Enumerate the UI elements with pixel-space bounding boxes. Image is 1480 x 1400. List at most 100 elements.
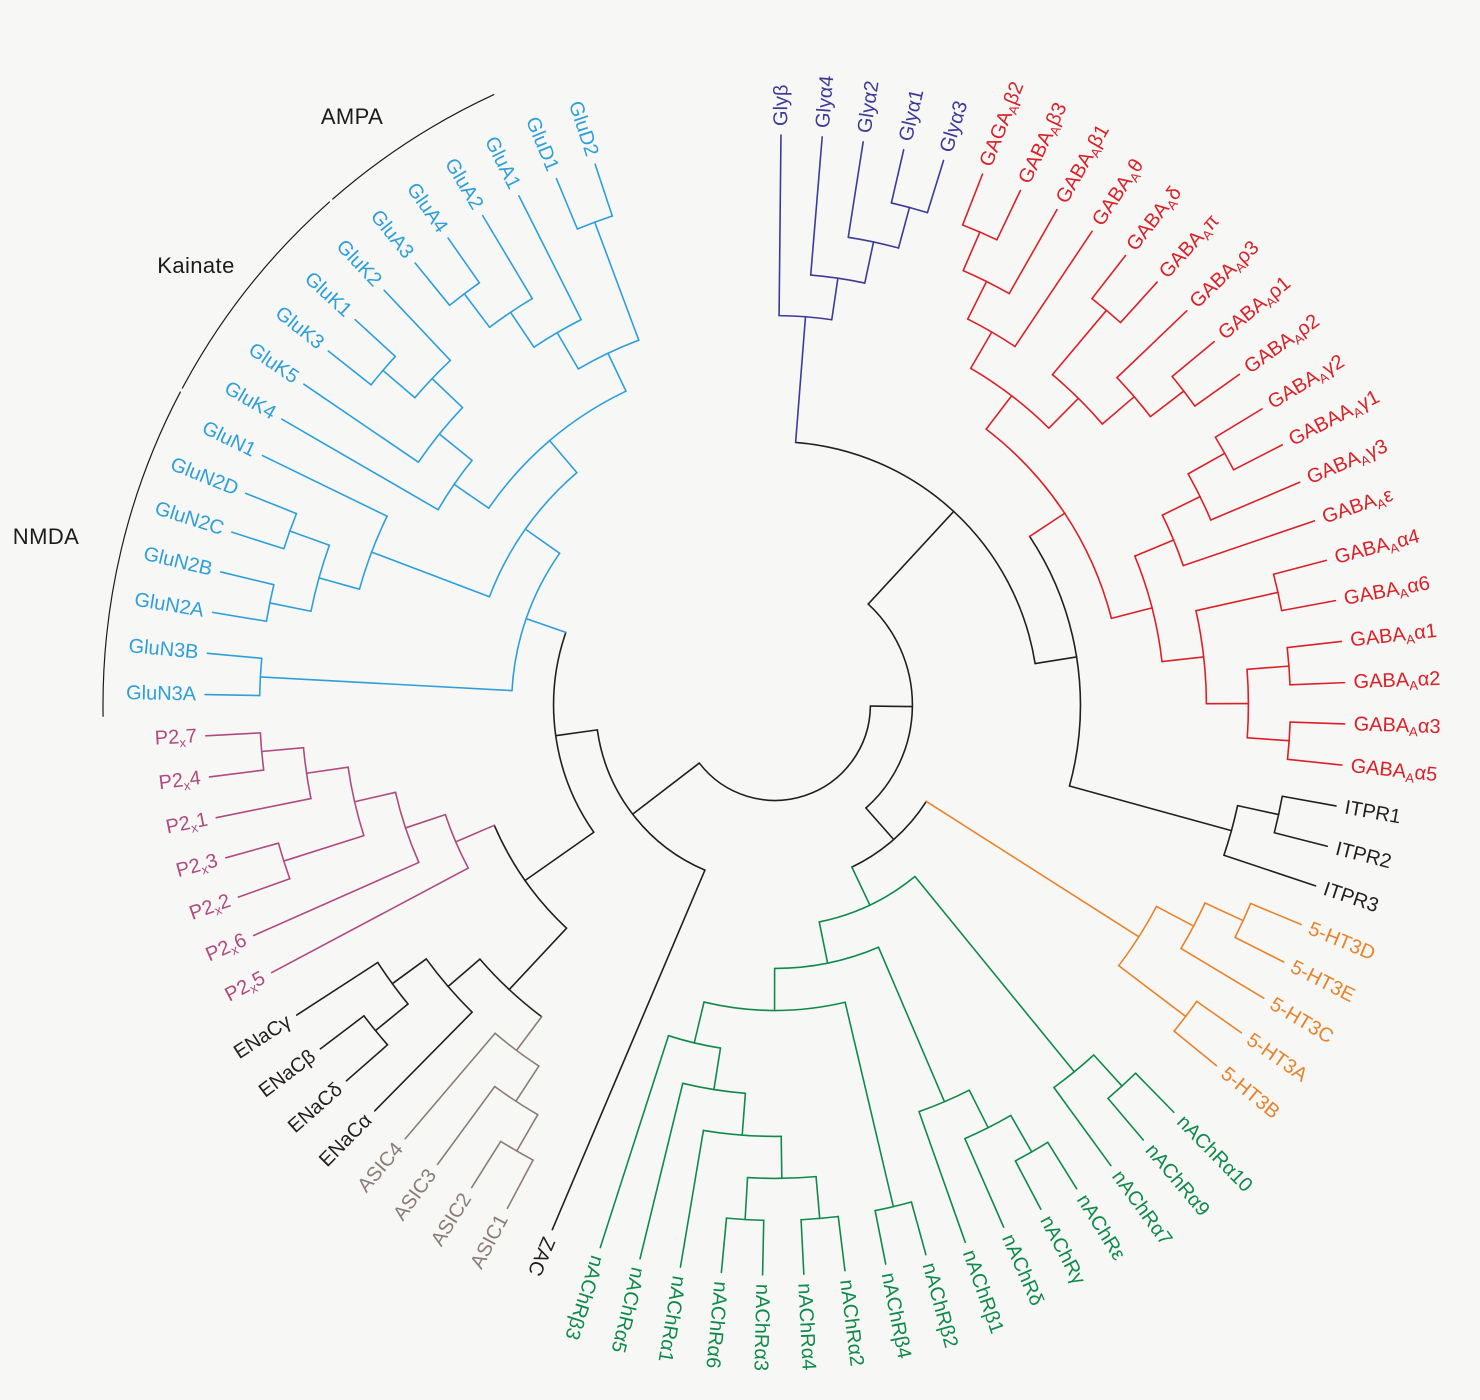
- branch: [382, 369, 416, 399]
- branch: [897, 206, 911, 249]
- branch: [506, 1159, 534, 1210]
- node-arc: [1134, 555, 1163, 663]
- leaf-label-GluN2D: GluN2D: [167, 453, 241, 500]
- branch: [925, 800, 1140, 938]
- branch: [1286, 758, 1343, 766]
- node-arc: [493, 1085, 539, 1116]
- leaf-label-nAChRα1: nAChRα1: [654, 1274, 690, 1364]
- node-arc: [1053, 1054, 1095, 1089]
- branch: [1048, 397, 1080, 429]
- node-arc: [1195, 609, 1208, 705]
- leaf-label-GABAAα2: GABAAα2: [1353, 668, 1441, 695]
- branch: [780, 1135, 783, 1180]
- branch: [1194, 373, 1241, 407]
- branch: [985, 394, 1013, 430]
- branch: [208, 769, 265, 778]
- branch: [305, 766, 349, 775]
- branch: [969, 331, 993, 370]
- node-arc: [1171, 375, 1196, 407]
- branch: [281, 418, 439, 511]
- node-arc: [1107, 1072, 1137, 1100]
- branch: [962, 231, 981, 272]
- group-label-nmda: NMDA: [12, 524, 80, 549]
- node-arc: [511, 552, 561, 692]
- leaf-label-Glyα3: Glyα3: [936, 98, 973, 155]
- branch: [554, 729, 599, 737]
- branch: [968, 1089, 989, 1129]
- leaf-label-nAChRε: nAChRε: [1072, 1190, 1130, 1264]
- branch: [1092, 1054, 1123, 1087]
- branch: [1195, 591, 1279, 612]
- group-bracket-arc: [331, 93, 495, 200]
- branch: [800, 1218, 805, 1276]
- branch: [1117, 964, 1187, 1018]
- branch: [215, 797, 312, 819]
- leaf-label-ASIC3: ASIC3: [389, 1165, 441, 1225]
- node-arc: [851, 800, 928, 868]
- branch: [1119, 281, 1158, 324]
- node-arc: [552, 631, 595, 834]
- branch: [1161, 495, 1201, 516]
- node-arc: [425, 958, 473, 1013]
- leaf-label-GluN2A: GluN2A: [133, 589, 206, 622]
- branch: [1155, 905, 1195, 927]
- leaf-label-Glyα1: Glyα1: [895, 87, 928, 143]
- leaf-label-P2x2: P2x2: [187, 890, 235, 926]
- branch: [373, 1011, 473, 1112]
- branch: [1289, 721, 1346, 725]
- branch: [865, 807, 895, 841]
- branch: [551, 869, 706, 1231]
- node-arc: [1028, 535, 1082, 787]
- node-arc: [969, 367, 1050, 429]
- branch: [713, 1047, 722, 1091]
- branch: [761, 1219, 765, 1276]
- node-arc: [370, 355, 397, 386]
- leaf-label-nAChRβ2: nAChRβ2: [918, 1260, 962, 1350]
- leaf-label-5-HT3E: 5-HT3E: [1287, 956, 1358, 1007]
- node-arc: [347, 766, 365, 837]
- branch: [1134, 1072, 1175, 1114]
- branch: [1223, 854, 1317, 887]
- branch: [1091, 254, 1127, 300]
- branch: [1014, 1160, 1042, 1211]
- branch: [1232, 444, 1283, 471]
- branch: [231, 531, 285, 550]
- branch: [524, 528, 561, 555]
- branch: [515, 1065, 540, 1102]
- leaf-label-ITPR1: ITPR1: [1343, 797, 1403, 829]
- branch: [374, 1003, 409, 1032]
- node-arc: [702, 1129, 783, 1138]
- branch: [289, 530, 331, 547]
- leaf-label-GABAAγ3: GABAAγ3: [1304, 435, 1392, 490]
- branch: [1053, 1086, 1112, 1167]
- branch: [1214, 408, 1263, 439]
- node-arc: [794, 441, 1036, 665]
- branch: [1051, 309, 1108, 376]
- leaf-label-nAChRα5: nAChRα5: [607, 1265, 649, 1355]
- branch: [1187, 452, 1226, 475]
- branch: [259, 676, 513, 692]
- branch: [481, 214, 534, 300]
- branch: [1161, 656, 1205, 663]
- leaf-label-Glyα4: Glyα4: [812, 75, 838, 129]
- leaf-label-nAChRα6: nAChRα6: [701, 1280, 731, 1369]
- leaf-label-GluN2B: GluN2B: [141, 543, 214, 581]
- leaf-label-GluN1: GluN1: [199, 417, 260, 462]
- leaf-label-GluK1: GluK1: [300, 268, 356, 322]
- leaf-label-nAChRα3: nAChRα3: [749, 1284, 773, 1372]
- branch: [863, 241, 875, 284]
- leaf-label-P2x5: P2x5: [221, 967, 269, 1008]
- branch: [270, 867, 470, 974]
- node-arc: [890, 202, 929, 214]
- branch: [244, 492, 298, 515]
- node-arc: [1116, 376, 1152, 418]
- branch: [1281, 795, 1337, 807]
- branch: [327, 350, 372, 386]
- branch: [319, 1015, 365, 1050]
- node-arc: [448, 282, 481, 307]
- node-arc: [1091, 297, 1122, 324]
- branch: [815, 1175, 821, 1220]
- node-arc: [283, 512, 298, 550]
- branch: [720, 1217, 728, 1274]
- leaf-label-nAChRα4: nAChRα4: [793, 1283, 819, 1371]
